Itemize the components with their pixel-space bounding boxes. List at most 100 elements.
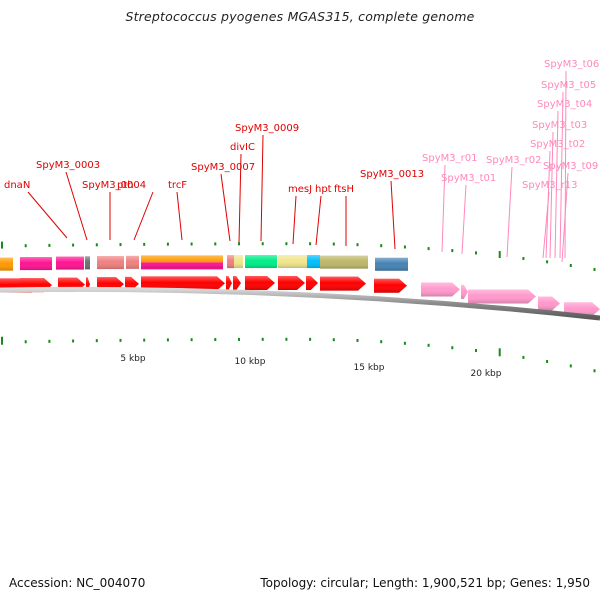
label-leader-line: [292, 195, 297, 245]
gene-label[interactable]: hpt: [315, 184, 332, 195]
label-leader-line: [27, 191, 68, 239]
gene-label[interactable]: SpyM3_0003: [36, 160, 100, 171]
gc-tick: [332, 338, 335, 342]
cog-block-shading: [20, 257, 52, 271]
gc-tick: [356, 339, 359, 343]
gc-tick: [427, 247, 430, 251]
label-leader-line: [133, 191, 154, 241]
gc-skew-track-lower: [1, 336, 596, 373]
gc-tick: [332, 242, 335, 246]
gc-tick: [593, 267, 596, 271]
gene-label[interactable]: SpyM3_0007: [191, 162, 255, 173]
gc-tick: [95, 339, 98, 343]
cog-block-shading: [85, 256, 90, 270]
gc-tick: [356, 243, 359, 247]
gc-tick: [403, 245, 406, 249]
gc-tick: [285, 337, 288, 341]
gc-tick: [569, 263, 572, 267]
scale-label: 5 kbp: [120, 354, 146, 364]
gc-tick: [238, 242, 240, 246]
label-leader-line: [561, 172, 569, 263]
cds-arrow-shading: [245, 276, 275, 291]
gene-label[interactable]: dnaN: [4, 180, 30, 191]
backbone-arc: [0, 286, 600, 321]
cog-block-shading: [126, 255, 139, 269]
gc-tick: [24, 244, 27, 248]
cds-arrow-shading: [226, 276, 232, 291]
gc-tick: [95, 243, 98, 247]
cog-track: [0, 255, 408, 271]
gene-label[interactable]: SpyM3_t05: [541, 80, 596, 91]
gc-tick: [24, 340, 27, 344]
label-leader-line: [390, 180, 396, 250]
cog-block-shading: [375, 257, 408, 271]
label-leader-line: [238, 153, 242, 244]
label-leader-lines: [27, 70, 569, 263]
cds-arrow-shading: [461, 284, 468, 299]
cog-block-shading: [320, 255, 368, 269]
cds-arrow-shading: [233, 276, 241, 291]
gc-tick: [522, 257, 525, 261]
scale-label: 15 kbp: [354, 363, 385, 373]
cds-arrow-shading: [538, 296, 560, 311]
gc-tick: [261, 337, 264, 341]
gc-tick: [119, 243, 122, 247]
label-leader-line: [549, 131, 554, 259]
gc-tick: [285, 242, 288, 246]
gene-label[interactable]: SpyM3_t04: [537, 99, 592, 110]
gene-label[interactable]: SpyM3_0013: [360, 169, 424, 180]
cog-block-shading: [307, 255, 320, 269]
gc-tick: [166, 242, 169, 246]
gc-tick: [119, 338, 122, 342]
label-leader-line: [315, 195, 322, 246]
gc-tick: [1, 241, 3, 249]
map-title: Streptococcus pyogenes MGAS315, complete…: [125, 9, 475, 24]
gc-tick: [72, 243, 75, 247]
gc-tick: [546, 260, 549, 264]
gene-label[interactable]: SpyM3_r02: [486, 155, 541, 166]
label-leader-line: [441, 164, 446, 253]
gene-label[interactable]: trcF: [168, 180, 187, 191]
gc-tick: [498, 348, 501, 357]
gene-label[interactable]: SpyM3_0004: [82, 180, 146, 191]
gc-tick: [451, 346, 454, 350]
gc-tick: [48, 339, 51, 343]
cds-arrow-shading: [374, 278, 407, 293]
scale-label: 20 kbp: [471, 369, 502, 379]
cog-block-shading: [97, 256, 124, 270]
gc-tick: [451, 249, 454, 253]
gene-label[interactable]: SpyM3_t03: [532, 120, 587, 131]
label-leader-line: [542, 191, 550, 259]
gc-tick: [380, 244, 383, 248]
gene-label[interactable]: SpyM3_t01: [441, 173, 496, 184]
label-leader-line: [564, 70, 567, 259]
cog-block-shading: [0, 257, 13, 271]
gc-tick: [214, 338, 217, 342]
gene-label[interactable]: SpyM3_r13: [522, 180, 577, 191]
gene-label[interactable]: ftsH: [334, 184, 354, 195]
gc-tick: [593, 369, 596, 373]
gene-label[interactable]: SpyM3_0009: [235, 123, 299, 134]
gc-tick: [261, 242, 264, 246]
gc-skew-track-upper: [1, 241, 596, 271]
gc-tick: [214, 242, 217, 246]
gene-label[interactable]: divIC: [230, 142, 255, 153]
gc-tick: [238, 337, 240, 341]
scale-labels: 5 kbp 10 kbp 15 kbp 20 kbp: [120, 354, 501, 379]
cds-arrow-shading: [421, 282, 460, 297]
gc-tick: [569, 364, 572, 368]
label-leader-line: [65, 171, 88, 241]
gc-tick: [380, 340, 383, 344]
gc-tick: [475, 251, 477, 255]
gene-label[interactable]: pth: [117, 180, 134, 191]
gene-label[interactable]: SpyM3_r01: [422, 153, 477, 164]
topology-summary: Topology: circular; Length: 1,900,521 bp…: [260, 576, 590, 590]
gene-label[interactable]: SpyM3_t09: [543, 161, 598, 172]
gene-label[interactable]: mesJ: [288, 184, 312, 195]
gene-label[interactable]: SpyM3_t06: [544, 59, 599, 70]
gene-label[interactable]: SpyM3_t02: [530, 139, 585, 150]
cog-block-shading: [227, 255, 234, 269]
accession-text: Accession: NC_004070: [9, 576, 146, 590]
